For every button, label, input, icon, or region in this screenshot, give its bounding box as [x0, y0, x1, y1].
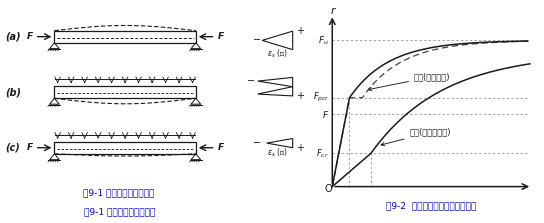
Text: F: F	[218, 143, 224, 152]
Text: 开裂(非预应力梁): 开裂(非预应力梁)	[381, 128, 451, 146]
Text: $F_{pcr}$: $F_{pcr}$	[313, 91, 329, 104]
Text: −: −	[253, 138, 261, 148]
Text: F: F	[26, 32, 33, 41]
Text: 图9-2  梁的荷载－绕度曲线对比图: 图9-2 梁的荷载－绕度曲线对比图	[386, 201, 476, 211]
Text: $F_{cr}$: $F_{cr}$	[316, 147, 329, 159]
Text: (b): (b)	[5, 87, 21, 97]
Text: 图9-1 预应力梁的受力情况: 图9-1 预应力梁的受力情况	[84, 207, 156, 216]
Text: +: +	[296, 26, 304, 36]
Text: 开裂(预应力梁): 开裂(预应力梁)	[368, 72, 450, 91]
Text: $F$: $F$	[322, 109, 329, 120]
Text: $F_u$: $F_u$	[318, 34, 329, 47]
Text: (c): (c)	[5, 143, 21, 153]
Text: (a): (a)	[5, 32, 21, 42]
Text: $\varepsilon_s$ (压): $\varepsilon_s$ (压)	[267, 47, 288, 60]
Text: −: −	[253, 35, 261, 45]
Text: F: F	[218, 32, 224, 41]
Text: 图9-1 预应力梁的受力情况: 图9-1 预应力梁的受力情况	[83, 188, 154, 197]
Text: +: +	[296, 143, 304, 153]
Text: $\varepsilon_s$ (拉): $\varepsilon_s$ (拉)	[267, 146, 288, 159]
Text: +: +	[296, 91, 304, 101]
Text: F: F	[26, 143, 33, 152]
Text: O: O	[324, 184, 332, 194]
Text: $r$: $r$	[330, 5, 337, 16]
Text: −: −	[247, 76, 255, 86]
